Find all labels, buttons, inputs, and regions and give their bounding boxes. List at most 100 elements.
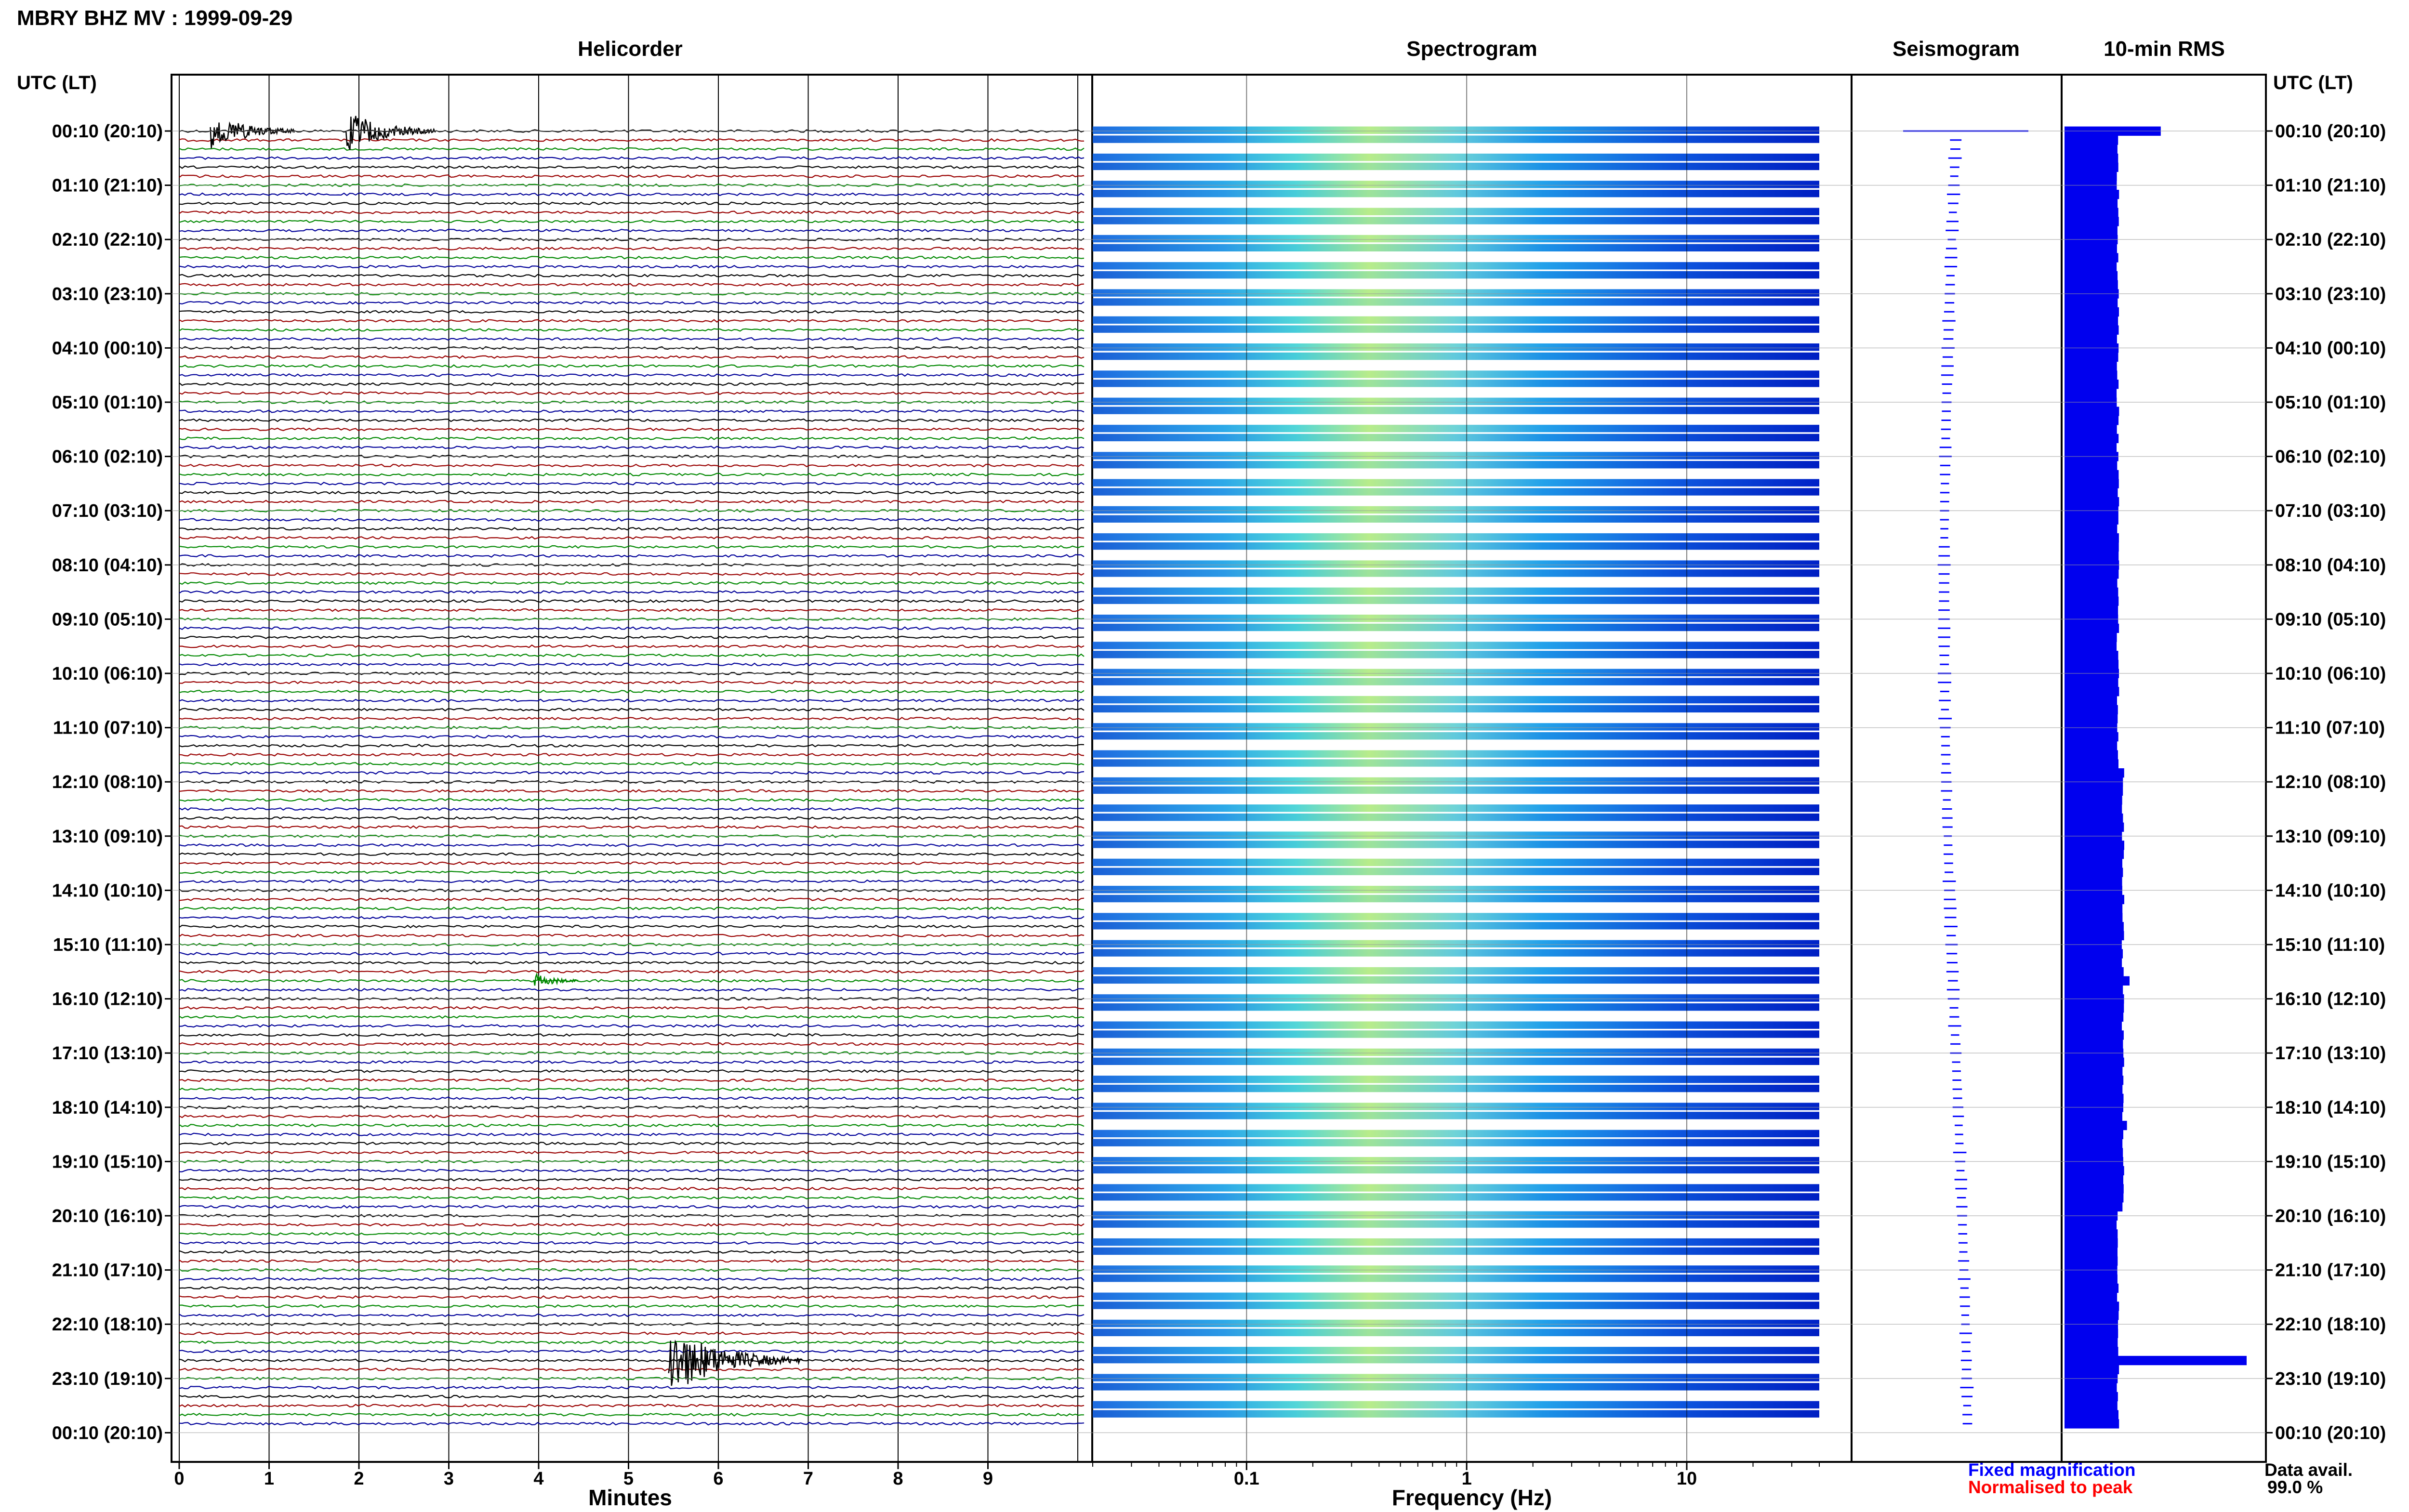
- trace-row: [179, 156, 1085, 160]
- trace-row: [179, 1069, 1085, 1073]
- trace-row: [179, 1024, 1085, 1028]
- rms-bar: [2065, 316, 2118, 326]
- trace-row: [179, 952, 1085, 956]
- spectrogram-row: [1093, 479, 1819, 486]
- time-label-right: 00:10 (20:10): [2275, 121, 2386, 142]
- spectrogram-row: [1093, 533, 1819, 541]
- time-label-left: 18:10 (14:10): [52, 1098, 163, 1118]
- rms-title: 10-min RMS: [2104, 37, 2225, 61]
- spectrogram-row: [1093, 560, 1819, 568]
- trace-row: [179, 979, 1085, 983]
- trace-row: [179, 1286, 1085, 1290]
- spectrogram-row: [1093, 587, 1819, 595]
- spectrogram-row: [1093, 352, 1819, 360]
- minute-tick-label: 2: [354, 1469, 364, 1489]
- trace-row: [179, 1250, 1085, 1254]
- trace-row: [179, 1078, 1085, 1082]
- rms-bar: [2065, 298, 2118, 308]
- spectrogram-row: [1093, 1347, 1819, 1354]
- rms-bar: [2065, 407, 2119, 416]
- spectrogram-row: [1093, 1355, 1819, 1364]
- spectrogram-row: [1093, 1103, 1819, 1110]
- trace-row: [179, 735, 1085, 739]
- trace-row: [179, 301, 1085, 305]
- trace-row: [179, 1096, 1085, 1100]
- trace-row: [179, 671, 1085, 675]
- utc-lt-label-right: UTC (LT): [2273, 72, 2353, 93]
- time-label-right: 02:10 (22:10): [2275, 230, 2386, 250]
- time-label-right: 17:10 (13:10): [2275, 1043, 2386, 1064]
- spectrogram-row: [1093, 1238, 1819, 1246]
- spectrogram-row: [1093, 235, 1819, 243]
- trace-row: [179, 174, 1085, 178]
- spectrogram-row: [1093, 452, 1819, 460]
- rms-bar: [2065, 922, 2124, 932]
- spectrogram-row: [1093, 542, 1819, 550]
- rms-bar: [2065, 1338, 2118, 1347]
- trace-row: [179, 907, 1085, 910]
- rms-bar: [2065, 542, 2119, 552]
- rms-bar: [2065, 479, 2119, 488]
- trace-row: [179, 1042, 1085, 1046]
- trace-row: [179, 698, 1085, 702]
- trace-row: [179, 816, 1085, 820]
- rms-bar: [2065, 1112, 2122, 1121]
- spectrogram-row: [1093, 316, 1819, 324]
- availability-value: 99.0 %: [2267, 1477, 2323, 1497]
- rms-bar: [2065, 587, 2118, 597]
- rms-bar: [2065, 1084, 2123, 1094]
- rms-bar: [2065, 976, 2130, 986]
- event-waveform: [533, 972, 579, 986]
- trace-row: [179, 373, 1085, 377]
- rms-bar: [2065, 434, 2119, 443]
- minute-tick-label: 7: [803, 1469, 813, 1489]
- spectrogram-row: [1093, 786, 1819, 794]
- trace-row: [179, 409, 1085, 413]
- time-label-left: 00:10 (20:10): [52, 121, 163, 142]
- spectrogram-panel: [1091, 74, 1853, 1463]
- rms-bar: [2065, 750, 2118, 760]
- trace-row: [179, 436, 1085, 440]
- time-label-right: 14:10 (10:10): [2275, 881, 2386, 901]
- time-label-left: 16:10 (12:10): [52, 989, 163, 1010]
- helicorder-panel: [171, 74, 1093, 1463]
- trace-row: [179, 1232, 1085, 1236]
- minute-tick-label: 3: [444, 1469, 454, 1489]
- trace-row: [179, 1277, 1085, 1281]
- spectrogram-row: [1093, 181, 1819, 188]
- time-label-right: 10:10 (06:10): [2275, 664, 2386, 684]
- time-label-right: 09:10 (05:10): [2275, 609, 2386, 630]
- trace-row: [179, 879, 1085, 883]
- spectrogram-row: [1093, 723, 1819, 731]
- time-label-right: 20:10 (16:10): [2275, 1206, 2386, 1226]
- spectrogram-row: [1093, 651, 1819, 658]
- trace-row: [179, 1033, 1084, 1037]
- rms-bar: [2065, 868, 2123, 877]
- trace-row: [179, 283, 1085, 287]
- spectrogram-row: [1093, 1211, 1819, 1219]
- spectrogram-row: [1093, 831, 1819, 839]
- rms-bar: [2065, 1039, 2123, 1049]
- minute-tick-label: 0: [174, 1469, 184, 1489]
- trace-row: [179, 247, 1085, 250]
- trace-row: [179, 1087, 1085, 1091]
- trace-row: [179, 418, 1085, 422]
- rms-bar: [2065, 1057, 2124, 1067]
- spectrogram-row: [1093, 506, 1819, 514]
- trace-row: [179, 446, 1085, 449]
- trace-row: [179, 1404, 1085, 1407]
- rms-bar: [2065, 524, 2118, 534]
- event-waveform: [210, 121, 295, 148]
- event-waveform: [668, 1340, 803, 1386]
- spectrogram-row: [1093, 1030, 1819, 1038]
- spectrogram-row: [1093, 298, 1819, 306]
- trace-row: [179, 807, 1085, 811]
- trace-row: [179, 771, 1085, 775]
- time-label-right: 04:10 (00:10): [2275, 338, 2386, 358]
- trace-row: [179, 1142, 1085, 1145]
- rms-bar: [2065, 705, 2118, 714]
- minute-tick-label: 4: [533, 1469, 543, 1489]
- event-waveform: [344, 116, 436, 150]
- time-label-left: 00:10 (20:10): [52, 1423, 163, 1443]
- spectrogram-row: [1093, 759, 1819, 767]
